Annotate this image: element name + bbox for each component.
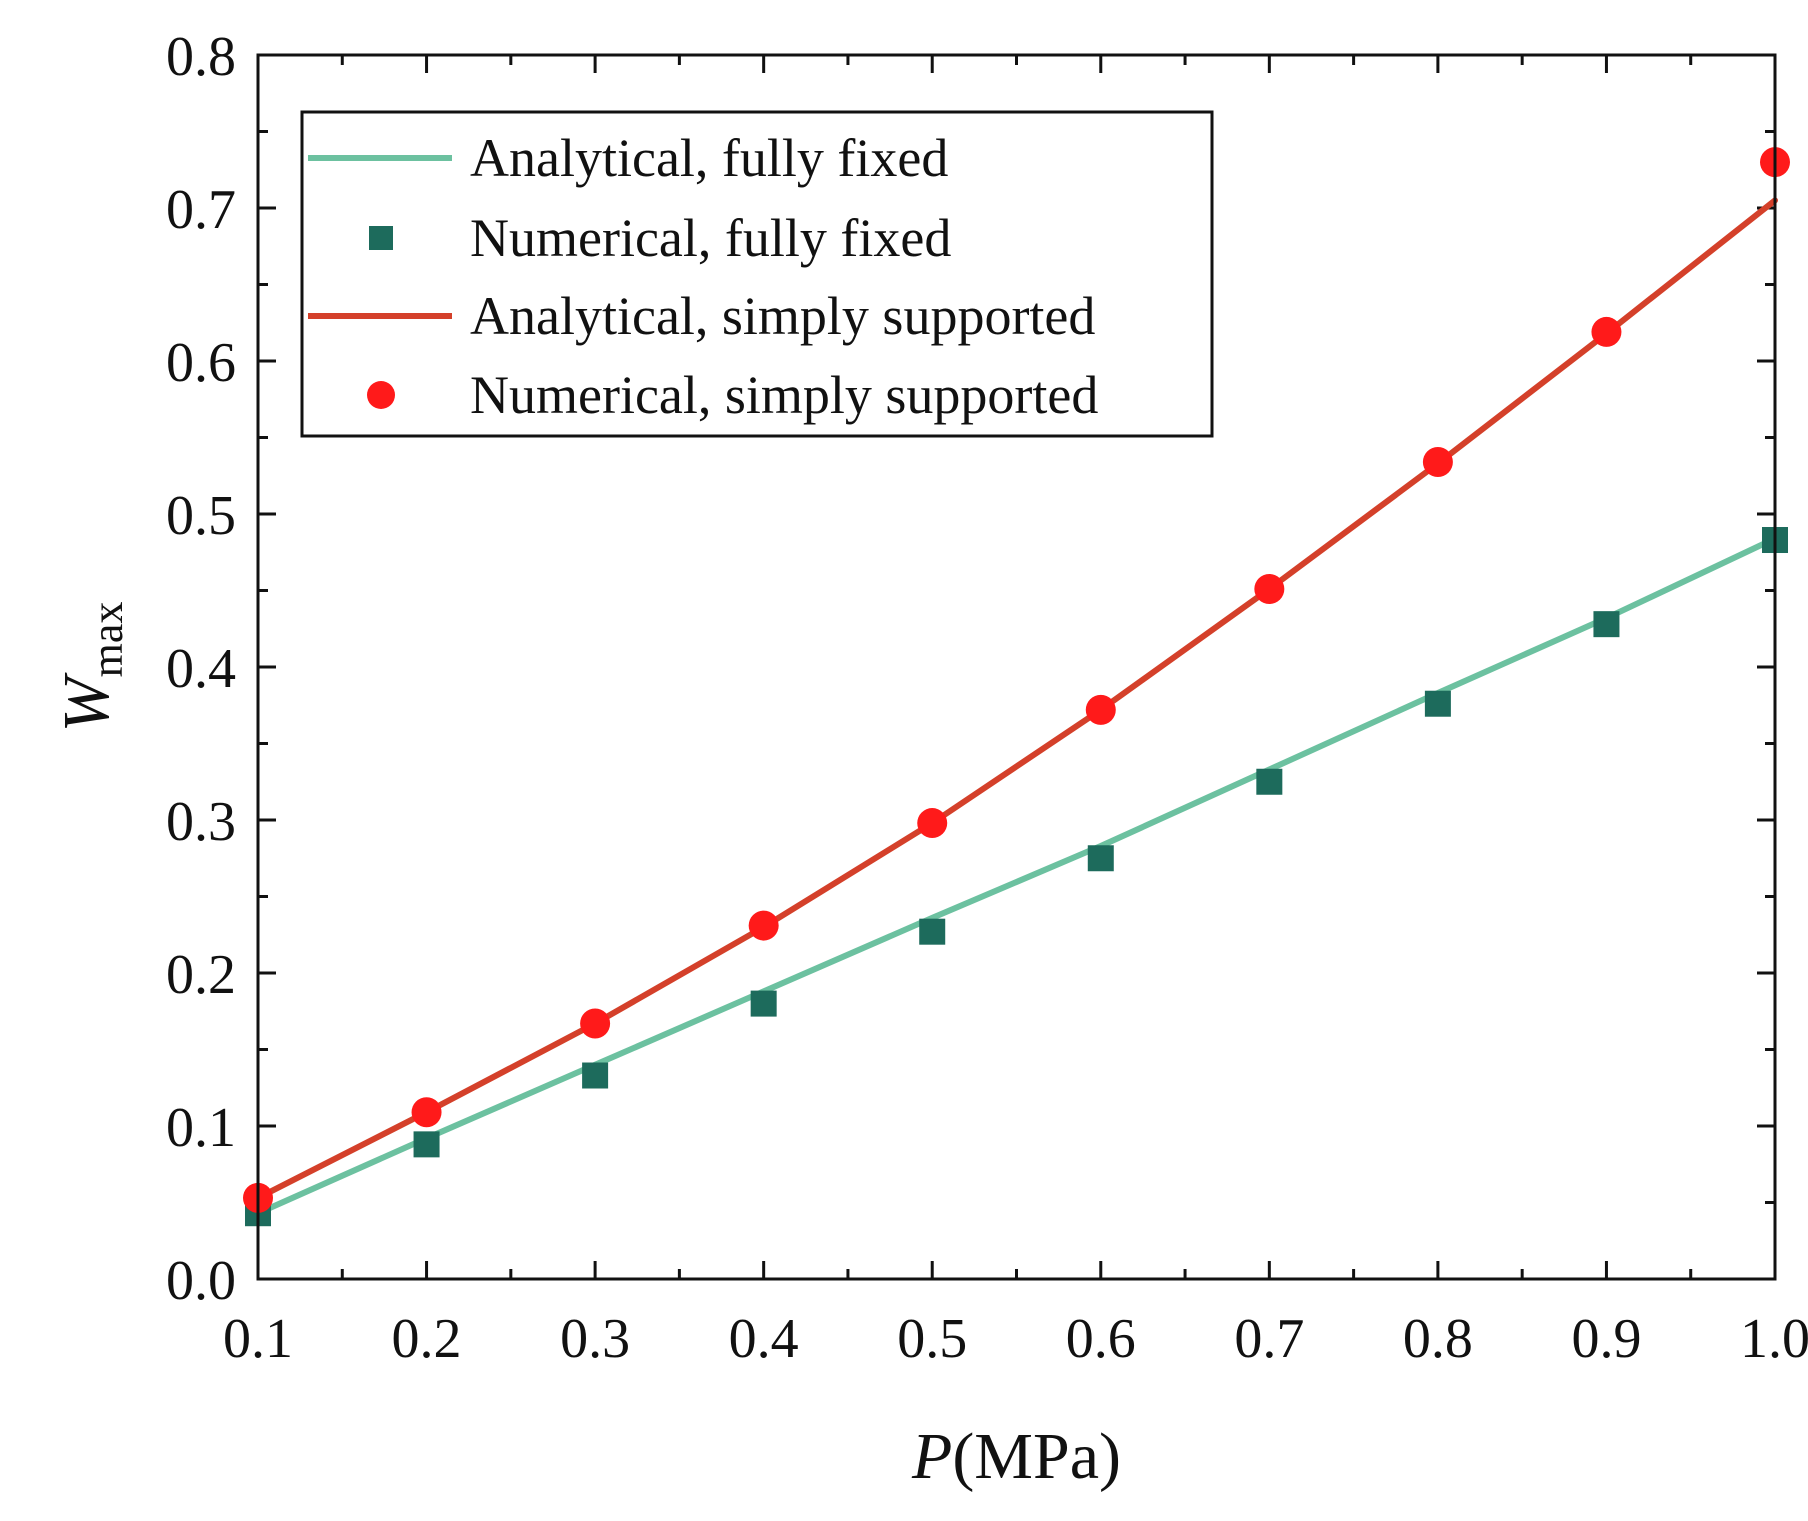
y-tick-label: 0.6 — [166, 332, 236, 394]
data-point-square — [1256, 768, 1283, 795]
legend-circle-swatch — [367, 381, 395, 409]
data-point-circle — [1254, 573, 1285, 604]
data-point-circle — [917, 808, 948, 839]
data-point-circle — [411, 1097, 442, 1128]
x-tick-label: 0.5 — [897, 1308, 967, 1370]
series-line — [255, 535, 1778, 1217]
data-point-circle — [748, 910, 779, 941]
legend-entry-label: Numerical, fully fixed — [470, 208, 951, 268]
data-point-square — [919, 918, 946, 945]
data-point-circle — [580, 1008, 611, 1039]
y-tick-label: 0.5 — [166, 485, 236, 547]
legend-entry-label: Analytical, fully fixed — [470, 128, 948, 188]
data-point-square — [1087, 845, 1114, 872]
x-axis-label: P(MPa) — [911, 1420, 1121, 1493]
y-tick-label: 0.8 — [166, 26, 236, 88]
legend-entry-label: Numerical, simply supported — [470, 365, 1098, 425]
legend: Analytical, fully fixed Numerical, fully … — [300, 110, 1214, 438]
x-tick-label: 0.2 — [392, 1308, 462, 1370]
y-axis-label: Wmax — [50, 602, 132, 733]
x-tick-label: 0.3 — [560, 1308, 630, 1370]
x-tick-label: 0.9 — [1571, 1308, 1641, 1370]
y-tick-label: 0.4 — [166, 638, 236, 700]
data-point-circle — [1085, 694, 1116, 725]
x-tick-label: 0.8 — [1403, 1308, 1473, 1370]
data-point-square — [582, 1062, 609, 1089]
series-line — [255, 197, 1778, 1201]
y-tick-label: 0.3 — [166, 791, 236, 853]
x-tick-label: 1.0 — [1740, 1308, 1808, 1370]
legend-box — [300, 110, 1214, 438]
x-tick-label: 0.7 — [1234, 1308, 1304, 1370]
y-tick-label: 0.7 — [166, 179, 236, 241]
y-tick-label: 0.1 — [166, 1097, 236, 1159]
data-point-square — [413, 1131, 440, 1158]
legend-entry-label: Analytical, simply supported — [470, 286, 1095, 346]
axes-layer: 0.1 0.2 0.3 0.4 0.5 0.6 0.7 0.8 0.9 1.00.00.10.20… — [166, 26, 1808, 1370]
data-point-square — [1424, 690, 1451, 717]
data-point-square — [750, 990, 777, 1017]
y-tick-label: 0.2 — [166, 944, 236, 1006]
x-tick-label: 0.6 — [1066, 1308, 1136, 1370]
series-layer — [243, 147, 1790, 1227]
y-tick-label: 0.0 — [166, 1250, 236, 1312]
legend-square-swatch — [369, 226, 393, 250]
data-point-square — [1593, 611, 1620, 638]
data-point-circle — [1591, 316, 1622, 347]
data-point-circle — [1422, 446, 1453, 477]
x-tick-label: 0.1 — [223, 1308, 293, 1370]
plot-frame — [256, 53, 1777, 1281]
x-tick-label: 0.4 — [729, 1308, 799, 1370]
